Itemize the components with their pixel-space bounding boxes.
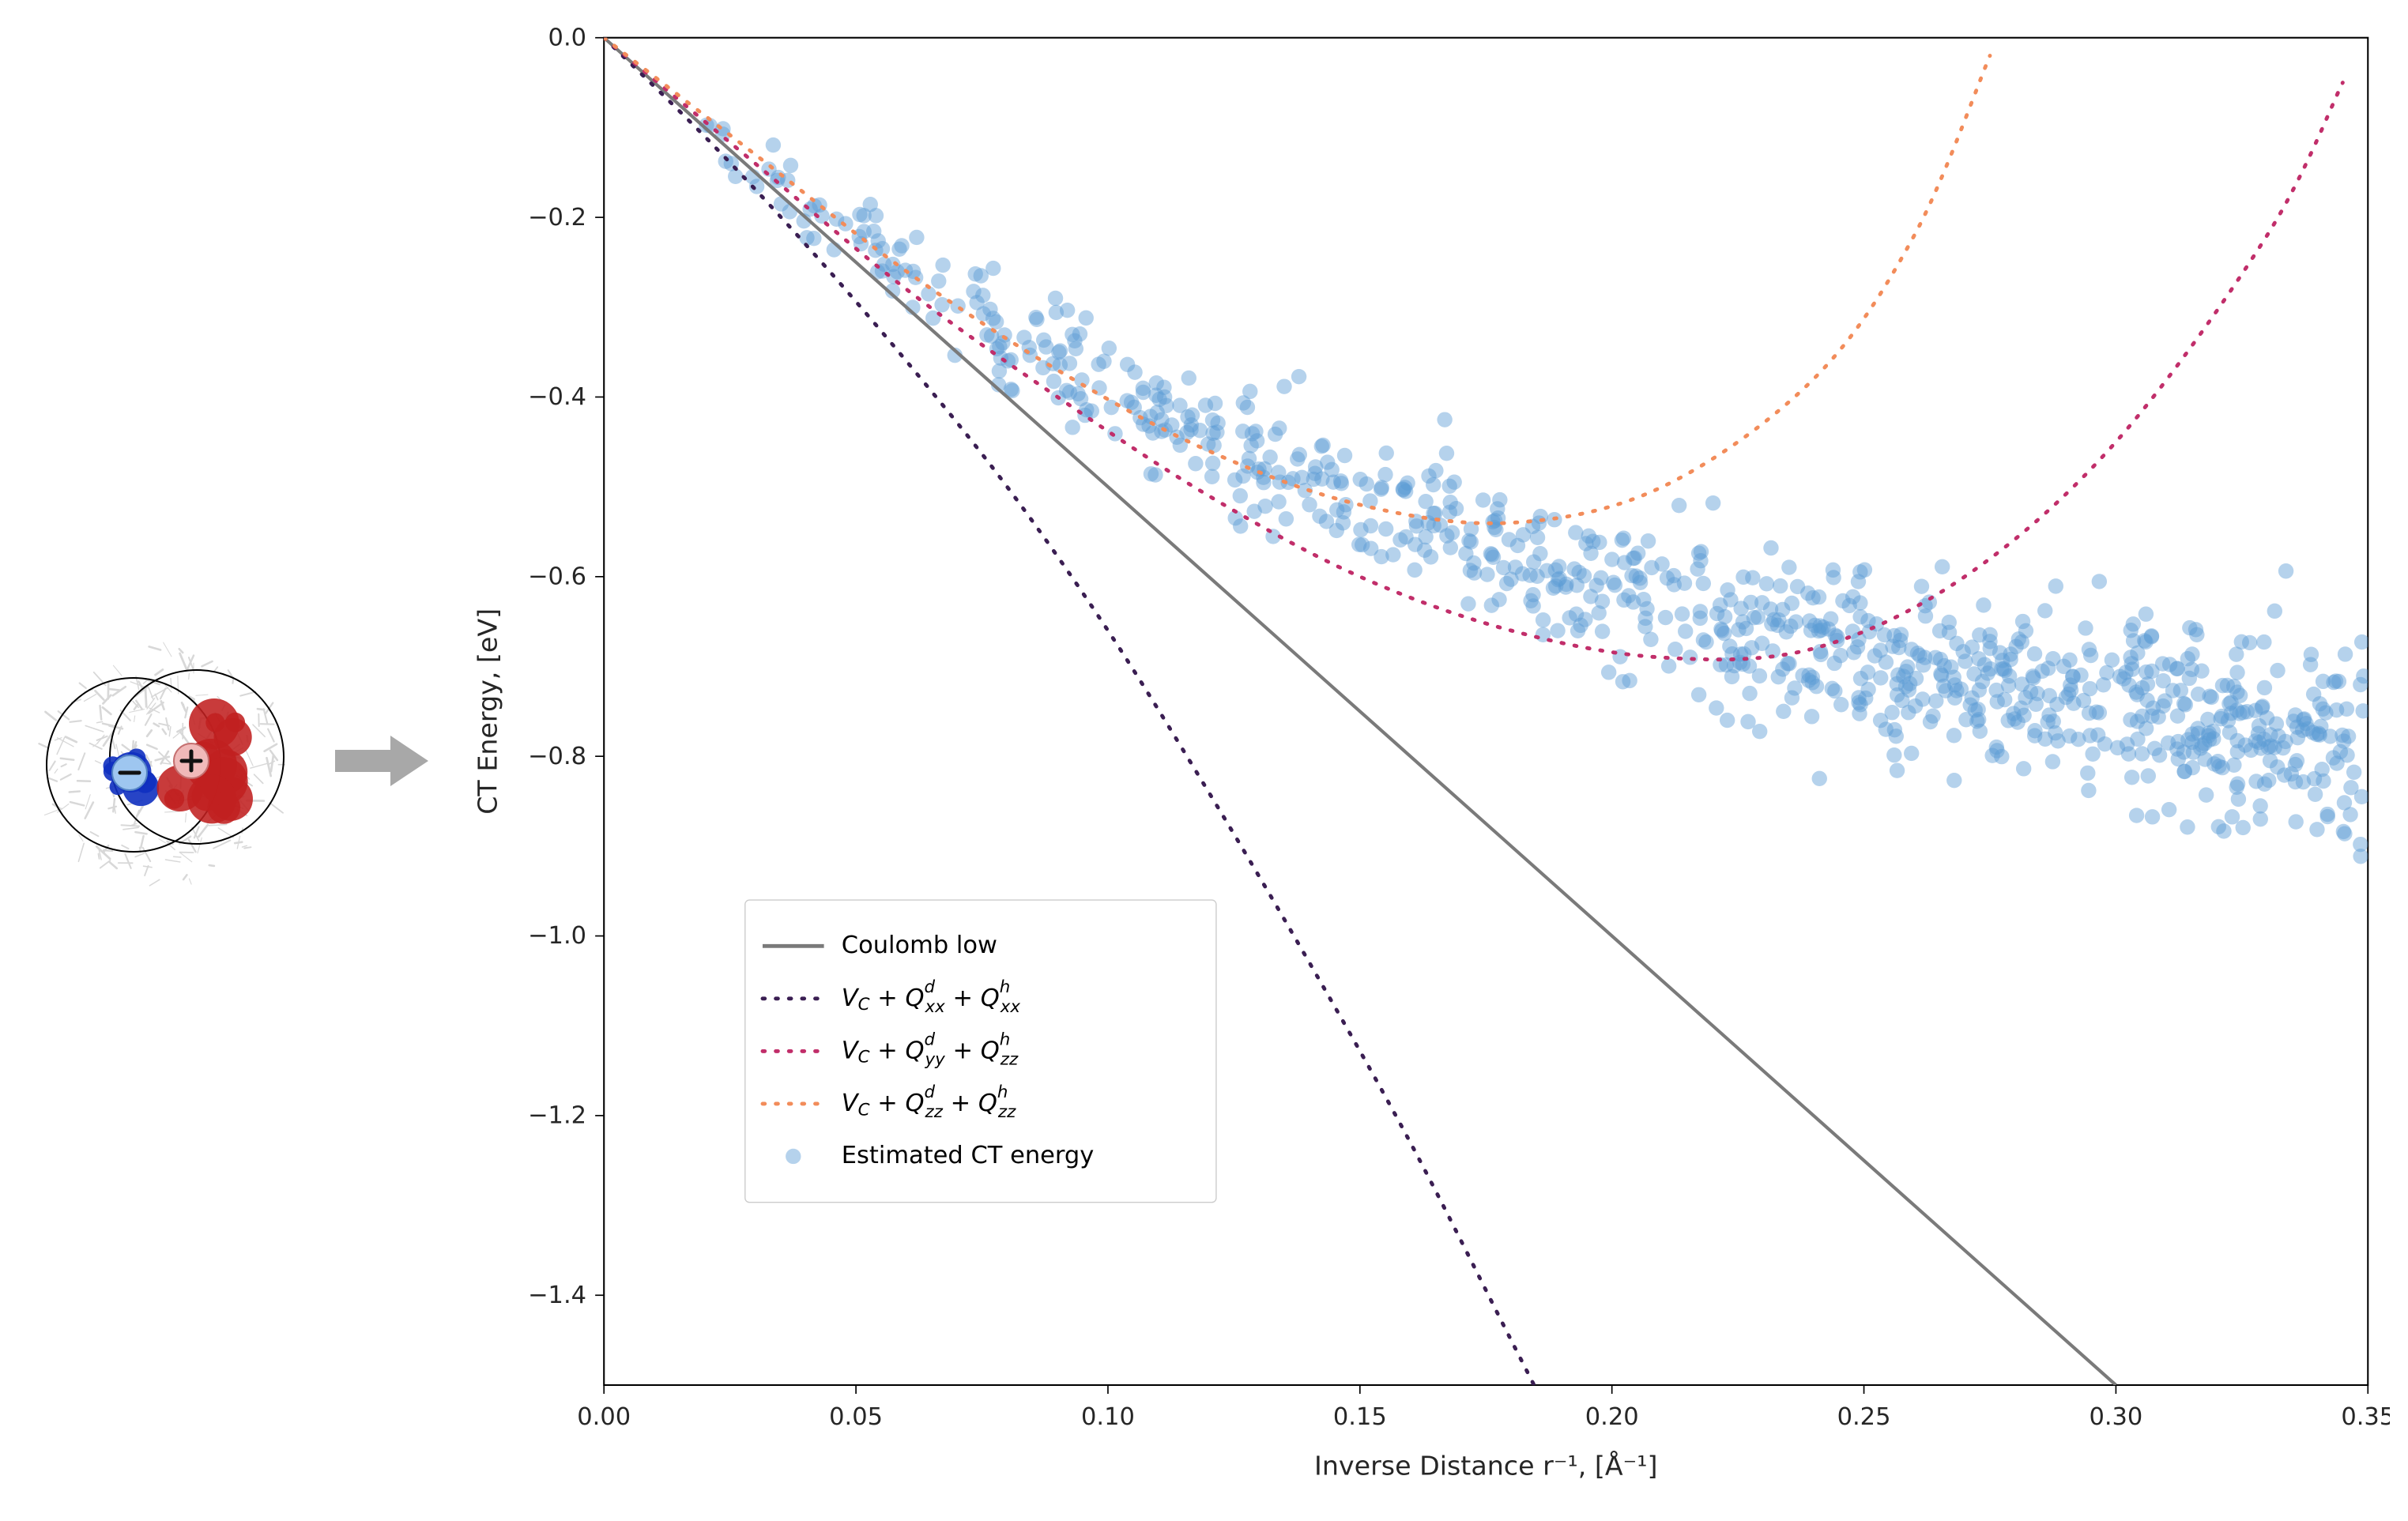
scatter-chart: 0.00 0.05 0.10 0.15 0.20 0.25 0.30 0.35 0.0 −0.2 −…	[462, 16, 2390, 1505]
x-tick-label: 0.00	[577, 1403, 631, 1431]
y-axis-label: CT Energy, [eV]	[472, 608, 503, 815]
negative-center	[112, 755, 147, 790]
y-tick-label: −0.4	[528, 383, 586, 411]
plot-area: 0.00 0.05 0.10 0.15 0.20 0.25 0.30 0.35 0.0 −0.2 −…	[472, 24, 2390, 1481]
molecule-svg	[19, 619, 303, 903]
y-tick-label: −0.2	[528, 204, 586, 232]
x-tick-label: 0.15	[1332, 1403, 1386, 1431]
x-tick-label: 0.05	[829, 1403, 883, 1431]
figure-root: 0.00 0.05 0.10 0.15 0.20 0.25 0.30 0.35 0.0 −0.2 −…	[19, 16, 2390, 1505]
x-tick-label: 0.25	[1837, 1403, 1890, 1431]
y-tick-label: −0.8	[528, 743, 586, 770]
legend: Coulomb lowVC + Qdxx + QhxxVC + Qdyy + Q…	[744, 900, 1215, 1203]
y-tick-label: 0.0	[548, 24, 586, 51]
x-tick-label: 0.30	[2089, 1403, 2142, 1431]
y-tick-label: −1.0	[528, 922, 586, 950]
x-tick-label: 0.35	[2341, 1403, 2390, 1431]
molecule-cloud	[39, 642, 285, 886]
x-axis-label: Inverse Distance r⁻¹, [Å⁻¹]	[1314, 1450, 1657, 1481]
y-tick-label: −1.4	[528, 1282, 586, 1309]
chart-svg: 0.00 0.05 0.10 0.15 0.20 0.25 0.30 0.35 0.0 −0.2 −…	[462, 16, 2390, 1505]
y-tick-label: −1.2	[528, 1102, 586, 1130]
x-tick-label: 0.10	[1081, 1403, 1135, 1431]
arrow-icon	[335, 729, 430, 793]
molecule-diagram	[19, 484, 303, 1037]
positive-center	[174, 744, 209, 778]
x-tick-label: 0.20	[1585, 1403, 1638, 1431]
legend-label: Estimated CT energy	[841, 1142, 1094, 1169]
legend-label: Coulomb low	[841, 932, 997, 959]
y-tick-label: −0.6	[528, 563, 586, 591]
